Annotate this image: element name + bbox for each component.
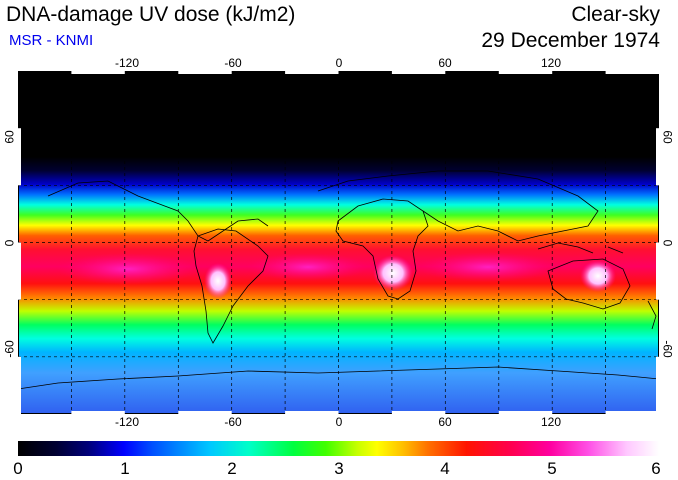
top-lon-tick: 120 (540, 56, 562, 70)
colorbar-label: 5 (547, 459, 557, 478)
colorbar-label: 4 (440, 459, 450, 478)
colorbar-label: 2 (227, 459, 237, 478)
frame-ticks (18, 71, 659, 414)
pink-zone (248, 253, 368, 281)
pink-zone (58, 253, 198, 285)
colorbar-label: 0 (13, 459, 23, 478)
coastlines (18, 170, 659, 390)
south-america-coast (193, 228, 269, 344)
antarctica-coast (18, 366, 659, 390)
bottom-lon-tick: 60 (438, 415, 452, 429)
right-lat-tick: -60 (660, 340, 675, 358)
new-zealand-coast (647, 300, 657, 330)
left-lat-tick: 0 (2, 239, 17, 247)
hotspot-southern-africa (373, 255, 413, 291)
top-lon-tick: -60 (224, 56, 242, 70)
left-lat-tick: 60 (2, 130, 17, 144)
top-lon-tick: -120 (114, 56, 140, 70)
hotspot-south-america (204, 263, 232, 299)
indonesia-coast (537, 242, 624, 254)
uv-dose-map (18, 71, 659, 414)
australia-coast (547, 258, 631, 310)
bottom-lon-tick: -120 (114, 415, 140, 429)
sky-condition: Clear-sky (571, 3, 660, 26)
colorbar-label: 3 (334, 459, 344, 478)
map-title: DNA-damage UV dose (kJ/m2) (6, 3, 296, 26)
left-lat-tick: -60 (2, 340, 17, 358)
eurasia-coast (317, 170, 599, 242)
right-lat-tick: 0 (660, 239, 675, 247)
north-america-coast (47, 180, 269, 242)
colorbar-label: 1 (120, 459, 130, 478)
map-date: 29 December 1974 (481, 29, 660, 52)
colorbar (18, 441, 659, 456)
colorbar-label: 6 (651, 459, 661, 478)
bottom-lon-tick: -60 (224, 415, 242, 429)
map-subtitle: MSR - KNMI (9, 32, 94, 49)
africa-coast (335, 198, 429, 300)
bottom-lon-tick: 120 (540, 415, 562, 429)
hotspot-australia (580, 260, 616, 292)
top-lon-tick: 60 (438, 56, 452, 70)
pink-zone (418, 252, 558, 282)
bottom-lon-tick: 0 (335, 415, 343, 429)
right-lat-tick: 60 (660, 130, 675, 144)
graticule (18, 71, 659, 414)
top-lon-tick: 0 (335, 56, 343, 70)
